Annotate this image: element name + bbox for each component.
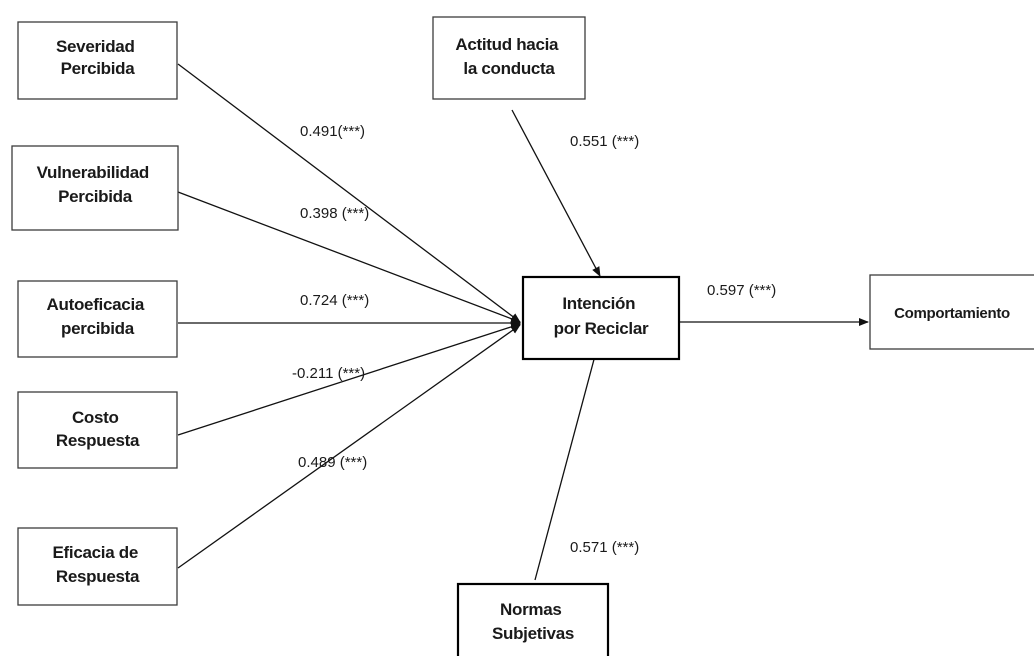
coef-autoeficacia: 0.724 (***) <box>300 292 369 309</box>
svg-text:Eficacia de Respuesta: Eficacia de Respuesta <box>53 543 143 586</box>
node-label-line: la conducta <box>463 59 555 78</box>
edge-costo-to-intencion <box>177 322 521 436</box>
coefficient-labels: 0.491(***) 0.398 (***) 0.724 (***) -0.21… <box>292 123 776 556</box>
node-label-line: Vulnerabilidad <box>37 163 149 182</box>
svg-text:Intención por Reciclar: Intención por Reciclar <box>554 294 649 338</box>
svg-text:Costo Respuesta: Costo Respuesta <box>56 408 140 450</box>
edge-severidad-to-intencion <box>177 63 521 323</box>
node-label-line: por Reciclar <box>554 319 649 338</box>
coef-vulnerabilidad: 0.398 (***) <box>300 205 369 222</box>
svg-text:Normas Subjetivas: Normas Subjetivas <box>492 600 574 643</box>
node-label-line: Costo <box>72 408 119 427</box>
node-label-line: percibida <box>61 319 135 338</box>
edges <box>177 63 869 581</box>
edge-eficacia-to-intencion <box>177 324 521 569</box>
node-label-line: Autoeficacia <box>47 295 145 314</box>
node-label-line: Respuesta <box>56 567 140 586</box>
edge-normas-to-intencion <box>534 336 602 581</box>
coef-normas: 0.571 (***) <box>570 539 639 556</box>
svg-text:Autoeficacia percibida: Autoeficacia percibida <box>47 295 149 338</box>
node-label-line: Respuesta <box>56 431 140 450</box>
coef-severidad: 0.491(***) <box>300 123 365 140</box>
edge-actitud-to-intencion <box>511 109 601 277</box>
node-label-line: Severidad <box>56 37 135 56</box>
node-label-line: Percibida <box>61 59 136 78</box>
node-label-line: Eficacia de <box>53 543 139 562</box>
node-autoeficacia-percibida: Autoeficacia percibida <box>17 280 178 358</box>
node-severidad-percibida: Severidad Percibida <box>17 21 178 100</box>
node-vulnerabilidad-percibida: Vulnerabilidad Percibida <box>11 145 179 231</box>
edge-vulnerabilidad-to-intencion <box>177 191 521 323</box>
node-label-line: Comportamiento <box>894 305 1010 322</box>
node-label-line: Percibida <box>58 187 133 206</box>
coef-eficacia: 0.489 (***) <box>298 454 367 471</box>
node-eficacia-de-respuesta: Eficacia de Respuesta <box>17 527 178 606</box>
coef-intencion: 0.597 (***) <box>707 282 776 299</box>
node-normas-subjetivas: Normas Subjetivas <box>456 582 610 656</box>
node-label-line: Actitud hacia <box>455 35 559 54</box>
node-label-line: Intención <box>562 294 635 313</box>
node-actitud-hacia-la-conducta: Actitud hacia la conducta <box>432 16 586 100</box>
node-label-line: Normas <box>500 600 562 619</box>
coef-actitud: 0.551 (***) <box>570 133 639 150</box>
svg-text:Severidad Percibida: Severidad Percibida <box>56 37 139 78</box>
node-label-line: Subjetivas <box>492 624 574 643</box>
node-comportamiento: Comportamiento <box>869 274 1034 350</box>
node-costo-respuesta: Costo Respuesta <box>17 391 178 469</box>
node-intencion-por-reciclar: Intención por Reciclar <box>521 275 681 361</box>
svg-text:Vulnerabilidad Percibida: Vulnerabilidad Percibida <box>37 163 154 206</box>
coef-costo: -0.211 (***) <box>292 365 365 382</box>
svg-text:Actitud hacia la conduct: Actitud hacia la conducta <box>455 35 562 78</box>
